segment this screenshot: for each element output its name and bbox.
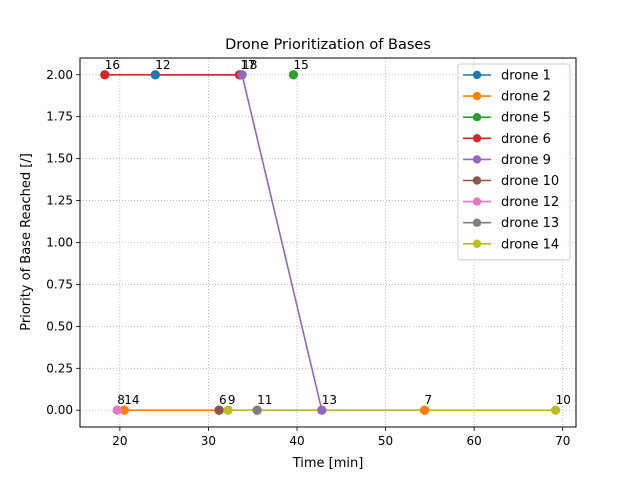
drone-10-point: [214, 405, 224, 415]
drone-2-point-label: 6: [219, 393, 227, 407]
drone-1-point: [150, 70, 160, 80]
x-tick-label: 70: [555, 434, 570, 448]
x-axis-label: Time [min]: [292, 456, 364, 471]
drone-1-point-label: 12: [155, 58, 170, 72]
legend-label-drone-9: drone 9: [501, 153, 551, 168]
legend-marker-drone-2: [472, 91, 482, 101]
y-axis-ticks: 0.00 0.25 0.50 0.75 1.00 1.25 1.50 1.75 2.00: [46, 68, 80, 417]
y-tick-label: 1.00: [46, 236, 73, 250]
y-tick-label: 0.25: [46, 361, 73, 375]
legend-label-drone-12: drone 12: [501, 195, 559, 210]
drone-14-point: [223, 405, 233, 415]
legend: drone 1 drone 2 drone 5 drone 6 drone 9 drone…: [457, 63, 571, 261]
drone-13-point: [252, 405, 262, 415]
drone-2-point-label: 14: [124, 393, 139, 407]
legend-label-drone-10: drone 10: [501, 174, 559, 189]
x-tick-label: 20: [112, 434, 127, 448]
legend-marker-drone-6: [472, 134, 482, 143]
legend-label-drone-2: drone 2: [501, 90, 551, 105]
x-tick-label: 30: [201, 434, 216, 448]
legend-marker-drone-12: [472, 197, 482, 206]
drone-9-point-label: 18: [242, 58, 257, 72]
legend-label-drone-5: drone 5: [501, 111, 551, 126]
y-tick-label: 1.75: [46, 110, 73, 124]
legend-label-drone-1: drone 1: [501, 69, 551, 84]
x-tick-label: 40: [289, 434, 304, 448]
point-labels: 12 17 14 6 7 15 16 18 13 8 11 9 10: [105, 58, 571, 407]
drone-12-point: [112, 405, 122, 415]
drone-14-point-label: 9: [228, 393, 236, 407]
drone-5-point-label: 15: [293, 58, 308, 72]
x-tick-label: 50: [378, 434, 393, 448]
y-tick-label: 0.75: [46, 277, 73, 291]
legend-marker-drone-10: [472, 176, 482, 185]
series-markers: [100, 70, 561, 415]
drone-6-point-label: 16: [105, 58, 120, 72]
y-tick-label: 0.00: [46, 403, 73, 417]
drone-14-point-label: 10: [556, 393, 571, 407]
y-tick-label: 1.50: [46, 152, 73, 166]
legend-marker-drone-9: [472, 155, 482, 164]
drone-9-line: [241, 74, 323, 411]
y-axis-label: Priority of Base Reached [/]: [19, 153, 34, 331]
legend-marker-drone-1: [472, 70, 482, 80]
x-axis-ticks: 20 30 40 50 60 70: [112, 427, 570, 448]
legend-marker-drone-13: [472, 218, 482, 227]
y-tick-label: 0.50: [46, 319, 73, 333]
drone-1-point-label: 17: [240, 58, 255, 72]
drone-9-point: [237, 70, 247, 80]
legend-label-drone-13: drone 13: [501, 216, 559, 231]
drone-9-point-label: 13: [322, 393, 337, 407]
legend-label-drone-14: drone 14: [501, 237, 559, 252]
chart-title: Drone Prioritization of Bases: [225, 37, 431, 53]
drone-2-point-label: 7: [425, 393, 433, 407]
drone-6-point: [100, 70, 110, 80]
drone-2-point: [419, 405, 430, 415]
drone-9-point: [317, 405, 327, 415]
x-tick-label: 60: [467, 434, 482, 448]
y-tick-label: 1.25: [46, 194, 73, 208]
legend-label-drone-6: drone 6: [501, 132, 551, 147]
legend-marker-drone-5: [472, 113, 482, 122]
y-tick-label: 2.00: [46, 68, 73, 82]
drone-5-point: [288, 70, 299, 80]
drone-13-point-label: 11: [257, 393, 272, 407]
drone-14-point: [550, 405, 561, 415]
legend-marker-drone-14: [472, 239, 482, 248]
drone-12-point-label: 8: [117, 393, 125, 407]
legend-box: [457, 63, 571, 261]
